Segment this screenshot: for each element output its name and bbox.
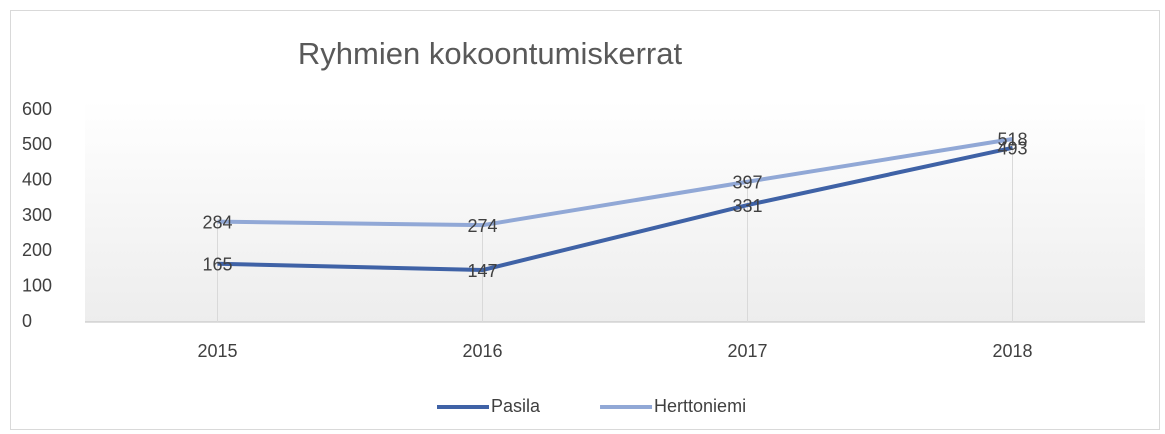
series-line <box>217 145 1013 273</box>
y-tick-label: 100 <box>22 275 52 295</box>
x-tick-label: 2017 <box>727 341 767 361</box>
data-label: 493 <box>997 139 1027 159</box>
data-label: 165 <box>202 254 232 274</box>
x-tick-label: 2016 <box>462 341 502 361</box>
data-label: 284 <box>202 212 232 232</box>
x-tick-label: 2018 <box>992 341 1032 361</box>
data-label: 518 <box>997 130 1027 150</box>
data-label: 274 <box>467 216 497 236</box>
data-label: 147 <box>467 261 497 281</box>
plot-background <box>85 100 1145 322</box>
y-tick-label: 0 <box>22 311 32 331</box>
y-tick-label: 300 <box>22 205 52 225</box>
y-tick-label: 400 <box>22 169 52 189</box>
data-label: 331 <box>732 196 762 216</box>
y-tick-label: 200 <box>22 240 52 260</box>
y-tick-label: 500 <box>22 134 52 154</box>
data-label: 397 <box>732 172 762 192</box>
y-tick-label: 600 <box>22 99 52 119</box>
legend-label: Herttoniemi <box>654 396 746 416</box>
chart-title: Ryhmien kokoontumiskerrat <box>298 36 683 71</box>
x-tick-label: 2015 <box>197 341 237 361</box>
series-line <box>217 136 1013 228</box>
legend-label: Pasila <box>491 396 541 416</box>
